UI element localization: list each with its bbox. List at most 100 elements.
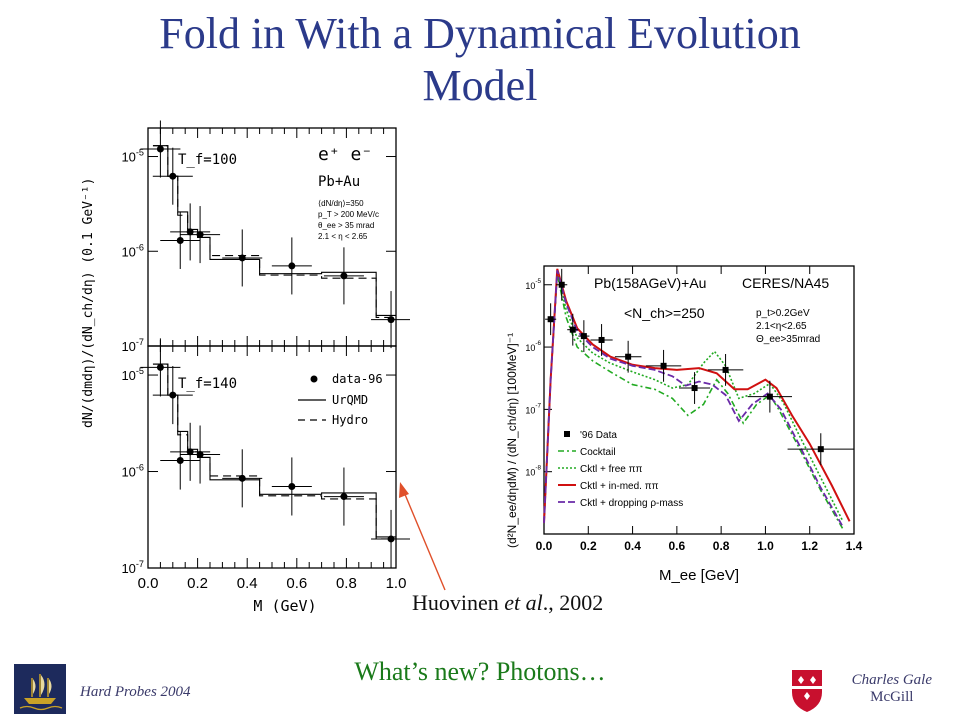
x-tick-label: 1.0 [386,575,407,592]
data-point [340,493,348,501]
right-legend-2: Cktl + free ππ [580,464,643,475]
pointer-arrow [399,482,446,591]
data-point [156,363,164,371]
right-x-tick-label: 0.8 [713,539,730,553]
right-x-tick-label: 1.2 [801,539,818,553]
data-point [196,451,204,459]
legend-data-marker [310,375,318,383]
slide-title: Fold in With a Dynamical Evolution Model [0,8,960,112]
footer-author: Charles Gale McGill [852,672,932,706]
right-x-tick-label: 0.2 [580,539,597,553]
dropping-rho-curve [543,270,844,528]
top-tf-label: T_f=100 [178,152,237,168]
right-cut-3: Θ_ee>35mrad [756,334,820,345]
right-data-point [691,385,698,392]
x-tick-label: 0.0 [138,575,159,592]
caption-etal: et al [504,590,543,615]
cut-label-4: 2.1 < η < 2.65 [318,232,368,241]
right-data-point [817,446,824,453]
right-y-tick-label: 10-8 [525,465,541,478]
right-data-point [766,393,773,400]
legend-urqmd-label: UrQMD [332,393,368,407]
right-data-point [569,326,576,333]
data-point [176,236,184,244]
right-x-tick-label: 0.4 [624,539,641,553]
data-point [288,482,296,490]
citation-caption: Huovinen et al., 2002 [412,590,603,616]
data-point [387,535,395,543]
right-y-axis-label: (d²N_ee/dηdM) / (dN_ch/dη) [100MeV]⁻¹ [505,333,519,548]
legend-data-label: data-96 [332,372,383,386]
y-tick-label: 10-6 [121,242,144,259]
right-cut-2: 2.1<η<2.65 [756,321,807,332]
right-data-point [547,316,554,323]
in-medium-curve [543,268,851,524]
right-x-tick-label: 0.0 [536,539,553,553]
right-data-point [580,333,587,340]
title-line-1: Fold in With a Dynamical Evolution [159,9,801,58]
footer-author-name: Charles Gale [851,672,932,688]
right-data-point [598,336,605,343]
right-y-tick-label: 10-6 [525,340,541,353]
cut-label-2: p_T > 200 MeV/c [318,210,379,219]
left-x-axis-label: M (GeV) [253,597,316,615]
x-tick-label: 0.2 [187,575,208,592]
right-figure: 0.0 0.2 0.4 0.6 0.8 1.0 1.2 1.4 10-5 10-6 10-7 10-8… [505,265,863,584]
right-y-tick-label: 10-7 [525,402,541,415]
data-point [169,391,177,399]
right-legend-4: Cktl + dropping ρ-mass [580,498,683,509]
cut-label-3: θ_ee > 35 mrad [318,221,374,230]
right-x-tick-label: 1.4 [846,539,863,553]
left-frames: 10-510-610-710-510-610-70.0 0.2 0.4 0.6 0.8 1… [121,127,407,592]
caption-name: Huovinen [412,590,505,615]
cut-label-1: ⟨dN/dη⟩=350 [318,199,364,208]
right-legend-1: Cocktail [580,447,616,458]
pair-label: e⁺ e⁻ [318,144,372,165]
right-y-tick-label: 10-5 [525,278,541,291]
left-y-axis-label: dN/(dmdη)/(dN_ch/dη) (0.1 GeV⁻¹) [81,178,96,428]
y-tick-label: 10-7 [121,337,144,354]
right-x-tick-label: 1.0 [757,539,774,553]
x-tick-label: 0.6 [286,575,307,592]
system-label: Pb+Au [318,174,360,190]
arrow-head [399,482,409,498]
right-legend-3: Cktl + in-med. ππ [580,481,659,492]
left-figure: 10-510-610-710-510-610-70.0 0.2 0.4 0.6 0.8 1… [81,120,410,615]
x-tick-label: 0.8 [336,575,357,592]
right-data-point [660,362,667,369]
right-title: Pb(158AGeV)+Au [594,275,706,291]
right-plot-frame [543,265,855,535]
right-x-axis-label: M_ee [GeV] [659,567,739,584]
right-data-point [558,281,565,288]
right-frame: 0.0 0.2 0.4 0.6 0.8 1.0 1.2 1.4 10-5 10-6 10-7 10-8 [525,265,863,553]
data-point [238,474,246,482]
data-point [238,254,246,262]
bottom-tf-label: T_f=140 [178,376,237,392]
right-cut-1: p_t>0.2GeV [756,308,810,319]
caption-year: ., 2002 [542,590,604,615]
title-line-2: Model [422,61,538,110]
right-x-tick-label: 0.6 [669,539,686,553]
question-text: What’s new? Photons… [354,657,606,686]
data-point [288,262,296,270]
data-point [169,172,177,180]
left-marks [140,120,410,568]
data-point [176,457,184,465]
legend-hydro-label: Hydro [332,413,368,427]
mcgill-shield-icon [790,668,824,714]
data-point [186,228,194,236]
data-point [340,272,348,280]
data-point [196,231,204,239]
y-tick-label: 10-5 [121,148,144,165]
footer-conference: Hard Probes 2004 [80,684,191,700]
y-tick-label: 10-5 [121,366,144,383]
data-point [387,316,395,324]
right-title-right: CERES/NA45 [742,275,829,291]
right-nch-label: <N_ch>=250 [624,305,705,321]
data-point [156,145,164,153]
right-legend-0: '96 Data [580,430,617,441]
ship-logo-icon [14,664,66,714]
y-tick-label: 10-6 [121,463,144,480]
footer-author-inst: McGill [870,689,914,705]
x-tick-label: 0.4 [237,575,258,592]
